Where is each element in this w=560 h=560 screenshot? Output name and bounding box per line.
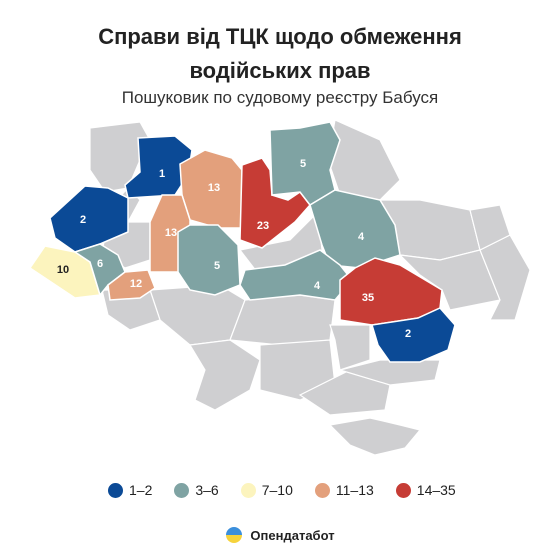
region-value-label: 35 — [362, 292, 374, 304]
map-title-line2: водійських прав — [189, 58, 371, 83]
legend-item-1-2: 1–2 — [108, 482, 152, 498]
region-value-label: 2 — [405, 328, 411, 340]
legend-item-7-10: 7–10 — [240, 482, 293, 498]
legend-label-11-13: 11–13 — [335, 482, 374, 498]
base-region-odesa — [189, 339, 261, 411]
region-value-label: 13 — [165, 227, 177, 239]
legend-item-3-6: 3–6 — [174, 482, 219, 498]
region-value-label: 1 — [159, 168, 165, 180]
legend-swatch-1-2 — [108, 482, 123, 498]
legend-label-14-35: 14–35 — [416, 482, 456, 498]
base-region-east-edge — [469, 204, 511, 251]
region-value-label: 6 — [97, 258, 103, 270]
legend-label-1-2: 1–2 — [129, 482, 153, 498]
brand-name: Опендатабот — [250, 527, 335, 543]
region-value-label: 5 — [300, 158, 306, 170]
base-region-chernihiv-east — [327, 119, 401, 201]
base-region-dnipro-south — [329, 324, 371, 371]
region-value-label: 4 — [358, 231, 365, 243]
region-value-label: 10 — [57, 264, 69, 276]
legend-swatch-7-10 — [240, 482, 256, 498]
region-chernivtsi-colored — [107, 269, 156, 301]
legend-swatch-11-13 — [314, 482, 330, 498]
region-value-label: 4 — [314, 280, 321, 292]
legend-item-14-35: 14–35 — [395, 482, 456, 498]
region-value-label: 12 — [130, 278, 142, 290]
map-title-line1: Справи від ТЦК щодо обмеження — [98, 24, 462, 49]
region-poltava — [309, 189, 401, 269]
region-value-label: 23 — [257, 220, 269, 232]
base-region-zaporizhzhia — [337, 359, 441, 386]
region-vinnytsia — [177, 224, 241, 296]
base-region-crimea — [328, 417, 422, 456]
region-value-label: 2 — [80, 214, 86, 226]
legend-label-7-10: 7–10 — [261, 482, 293, 498]
base-region-kirovohrad — [229, 294, 336, 346]
map-legend: 1–2 3–6 7–10 11–13 14–35 — [108, 482, 456, 498]
region-value-label: 5 — [214, 260, 220, 272]
region-lviv — [49, 185, 129, 253]
map-subtitle: Пошуковик по судовому реєстру Бабуся — [121, 88, 439, 107]
legend-swatch-3-6 — [174, 482, 190, 498]
base-region-kherson — [298, 369, 391, 416]
base-region-vinnytsia-south — [149, 284, 246, 346]
region-cherkasy — [239, 249, 353, 301]
region-donetsk — [371, 307, 456, 363]
base-region-volyn-north — [89, 121, 151, 193]
legend-item-11-13: 11–13 — [314, 482, 374, 498]
opendatabot-logo-icon — [226, 527, 243, 543]
region-chernihiv — [269, 121, 341, 206]
base-region-kharkiv — [398, 249, 501, 311]
brand-footer: Опендатабот — [0, 526, 560, 544]
region-value-label: 13 — [208, 182, 220, 194]
legend-swatch-14-35 — [395, 482, 411, 498]
legend-label-3-6: 3–6 — [195, 482, 219, 498]
